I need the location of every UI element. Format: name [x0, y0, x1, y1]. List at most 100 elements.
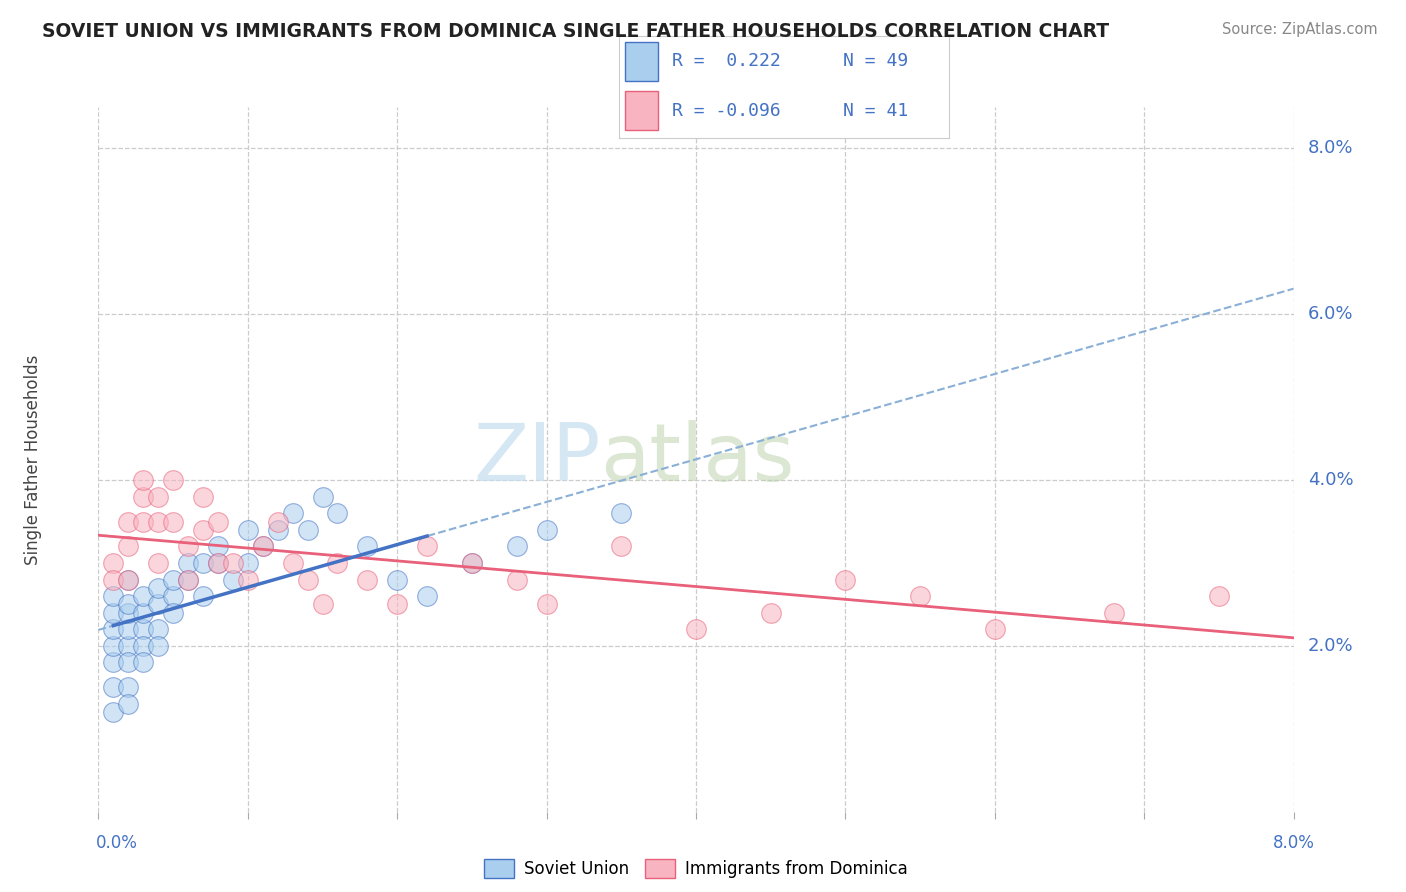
Bar: [626, 42, 658, 81]
Point: [236, 523, 259, 537]
Point: [311, 490, 333, 504]
Point: [103, 556, 125, 570]
Point: [610, 506, 633, 520]
Point: [117, 681, 139, 695]
Point: [759, 606, 782, 620]
Point: [1208, 589, 1230, 603]
Text: 2.0%: 2.0%: [1308, 637, 1354, 655]
Point: [162, 573, 184, 587]
Point: [236, 573, 259, 587]
Point: [356, 573, 378, 587]
Point: [103, 656, 125, 670]
Point: [983, 623, 1005, 637]
Point: [536, 523, 558, 537]
Point: [685, 623, 707, 637]
Point: [207, 556, 229, 570]
Point: [132, 606, 155, 620]
Text: 4.0%: 4.0%: [1308, 471, 1354, 489]
Point: [117, 623, 139, 637]
Point: [191, 556, 214, 570]
Point: [117, 606, 139, 620]
Point: [103, 623, 125, 637]
Point: [117, 573, 139, 587]
Point: [117, 598, 139, 612]
Point: [103, 589, 125, 603]
Point: [103, 606, 125, 620]
Point: [117, 540, 139, 554]
Point: [177, 573, 200, 587]
Point: [281, 556, 304, 570]
Point: [132, 490, 155, 504]
Point: [267, 523, 290, 537]
Point: [132, 639, 155, 653]
Point: [461, 556, 484, 570]
Point: [297, 573, 319, 587]
Point: [222, 573, 245, 587]
Point: [385, 598, 409, 612]
Point: [834, 573, 856, 587]
Point: [148, 639, 170, 653]
Point: [311, 598, 333, 612]
Text: 8.0%: 8.0%: [1272, 834, 1315, 852]
Point: [117, 573, 139, 587]
Point: [207, 556, 229, 570]
Point: [177, 573, 200, 587]
Point: [191, 490, 214, 504]
Point: [162, 515, 184, 529]
Point: [506, 573, 529, 587]
Point: [132, 473, 155, 487]
Point: [132, 623, 155, 637]
Point: [252, 540, 274, 554]
Point: [281, 506, 304, 520]
Point: [267, 515, 290, 529]
Point: [132, 515, 155, 529]
Point: [506, 540, 529, 554]
Point: [148, 581, 170, 595]
Point: [177, 556, 200, 570]
Point: [117, 639, 139, 653]
Text: SOVIET UNION VS IMMIGRANTS FROM DOMINICA SINGLE FATHER HOUSEHOLDS CORRELATION CH: SOVIET UNION VS IMMIGRANTS FROM DOMINICA…: [42, 22, 1109, 41]
Bar: [626, 91, 658, 130]
Point: [103, 705, 125, 719]
Point: [117, 656, 139, 670]
Point: [148, 490, 170, 504]
Text: R =  0.222: R = 0.222: [672, 53, 780, 70]
Point: [132, 589, 155, 603]
Point: [536, 598, 558, 612]
Point: [326, 506, 349, 520]
Point: [356, 540, 378, 554]
Point: [162, 589, 184, 603]
Point: [103, 573, 125, 587]
Point: [148, 623, 170, 637]
Legend: Soviet Union, Immigrants from Dominica: Soviet Union, Immigrants from Dominica: [477, 852, 915, 885]
Point: [117, 515, 139, 529]
Point: [236, 556, 259, 570]
Point: [1102, 606, 1125, 620]
Point: [416, 589, 439, 603]
Point: [416, 540, 439, 554]
Text: N = 41: N = 41: [844, 102, 908, 120]
Point: [103, 639, 125, 653]
Text: 8.0%: 8.0%: [1308, 139, 1354, 158]
Point: [103, 681, 125, 695]
Point: [162, 606, 184, 620]
Text: ZIP: ZIP: [472, 420, 600, 499]
Point: [222, 556, 245, 570]
Point: [148, 515, 170, 529]
Point: [117, 697, 139, 711]
Text: N = 49: N = 49: [844, 53, 908, 70]
Point: [326, 556, 349, 570]
Point: [191, 589, 214, 603]
Text: atlas: atlas: [600, 420, 794, 499]
Point: [207, 515, 229, 529]
Point: [162, 473, 184, 487]
Text: 0.0%: 0.0%: [96, 834, 138, 852]
Point: [191, 523, 214, 537]
Point: [461, 556, 484, 570]
Text: R = -0.096: R = -0.096: [672, 102, 780, 120]
Point: [132, 656, 155, 670]
Point: [177, 540, 200, 554]
Point: [610, 540, 633, 554]
Point: [252, 540, 274, 554]
Point: [908, 589, 931, 603]
